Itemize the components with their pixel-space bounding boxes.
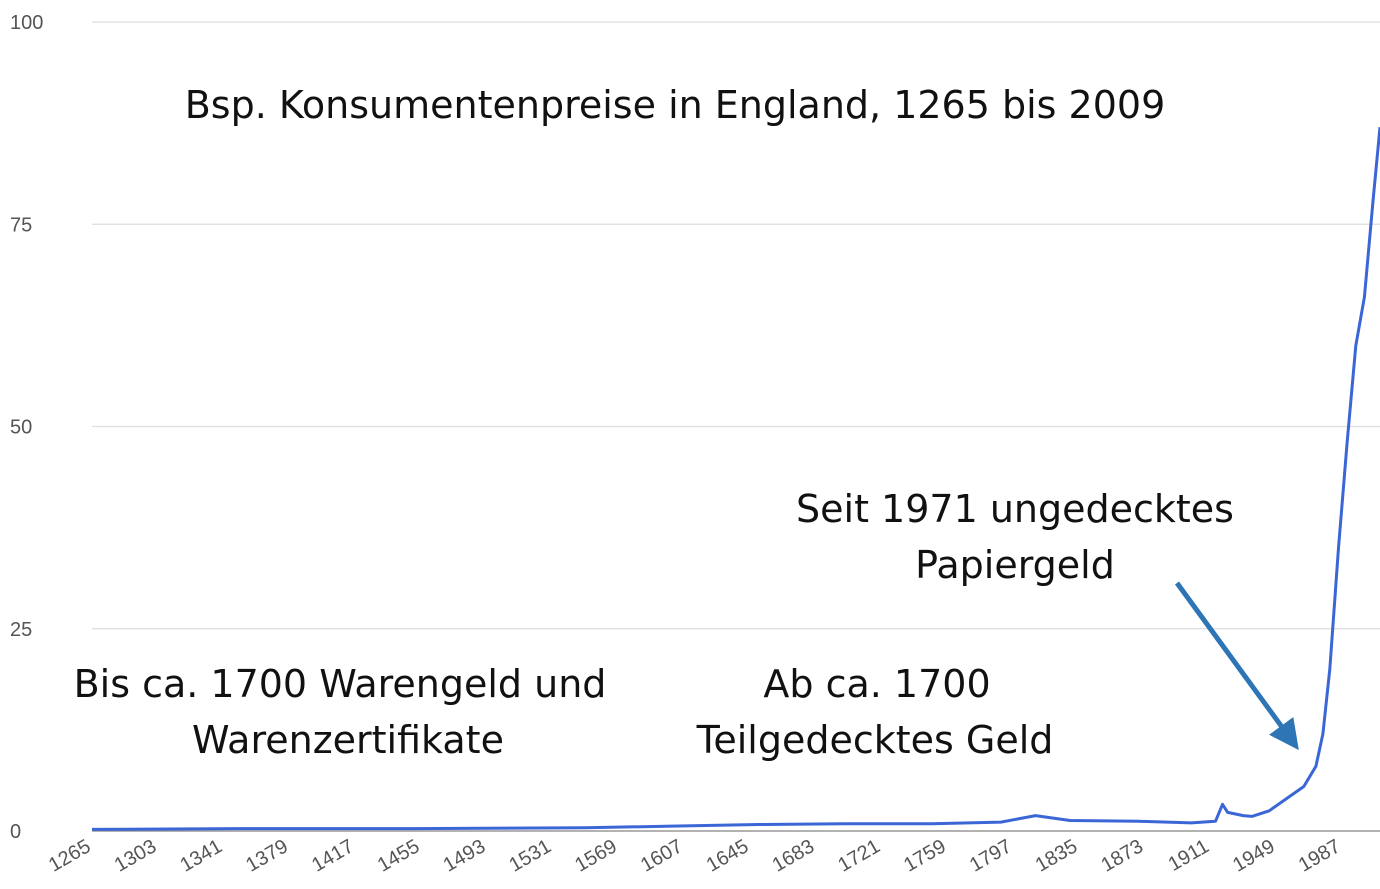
x-tick-label: 1683 [769,835,819,876]
x-tick-label: 1987 [1295,835,1345,876]
x-tick-label: 1873 [1098,835,1148,876]
arrow [1174,581,1299,751]
grid [92,21,1380,832]
x-tick-label: 1341 [177,835,227,876]
annotation: Warenzertifikate [192,718,504,762]
annotation: Bis ca. 1700 Warengeld und [74,662,607,706]
x-tick-label: 1911 [1165,835,1213,876]
x-tick-label: 1607 [637,835,687,876]
annotation: Ab ca. 1700 [763,662,990,706]
x-tick-label: 1797 [966,835,1016,876]
y-tick-label: 100 [10,12,43,34]
chart-title: Bsp. Konsumentenpreise in England, 1265 … [185,83,1166,127]
x-tick-label: 1265 [45,835,95,876]
x-tick-label: 1303 [111,835,161,876]
x-tick-label: 1493 [440,835,490,876]
annotation: Seit 1971 ungedecktes [796,487,1234,531]
x-tick-label: 1569 [571,835,621,876]
x-tick-label: 1531 [505,835,555,876]
y-tick-label: 50 [10,417,32,439]
plot [91,127,1380,831]
x-tick-label: 1949 [1229,835,1279,876]
x-tick-label: 1835 [1032,835,1082,876]
y-tick-label: 0 [10,821,21,843]
x-tick-label: 1645 [703,835,753,876]
x-tick-label: 1455 [374,835,424,876]
x-tick-label: 1721 [834,835,884,876]
y-tick-label: 25 [10,619,32,641]
x-tick-label: 1379 [242,835,292,876]
annotation: Papiergeld [915,543,1115,587]
x-tick-label: 1759 [900,835,950,876]
line [91,127,1380,831]
x-tick-label: 1417 [308,835,358,876]
y-tick-label: 75 [10,214,32,236]
annotation: Teilgedecktes Geld [696,718,1054,762]
